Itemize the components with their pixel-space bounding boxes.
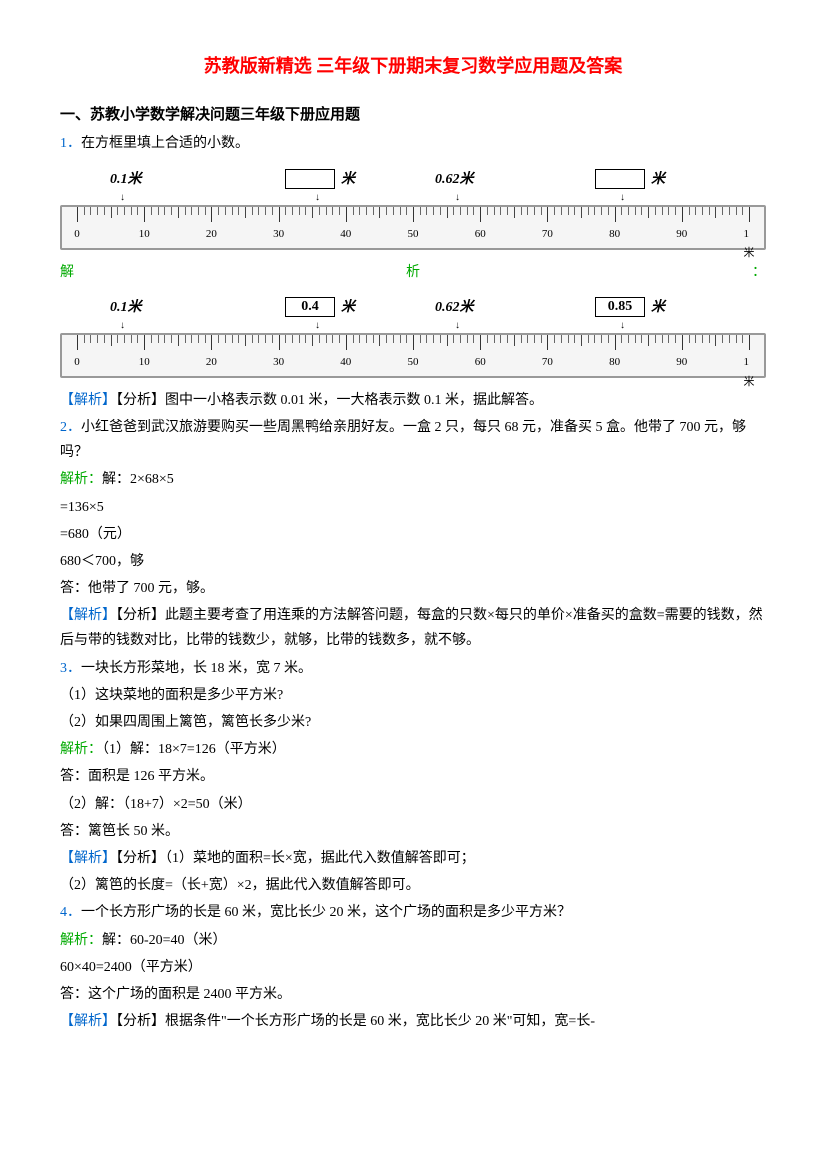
ruler-ans-label-1: 0.1米 [110, 295, 142, 320]
q3-analysis-label: 【解析】 [60, 851, 116, 866]
ruler-label-1: 0.1米 [110, 167, 142, 192]
q4-analysis-label: 【解析】 [60, 1014, 116, 1029]
q2-calc2: =680（元） [60, 522, 766, 547]
ruler-unit-2: 米 [341, 167, 355, 192]
q3-jiexi-label: 解析： [60, 742, 102, 757]
question-3: 3．一块长方形菜地，长 18 米，宽 7 米。 [60, 656, 766, 681]
analysis-label: 【解析】 [60, 393, 116, 408]
q3-sub1: （1）这块菜地的面积是多少平方米? [60, 683, 766, 708]
question-1: 1．在方框里填上合适的小数。 [60, 131, 766, 156]
q2-jiexi: 解析：解：2×68×5 [60, 467, 766, 492]
q2-jiexi-label: 解析： [60, 472, 102, 487]
q2-calc1: =136×5 [60, 495, 766, 520]
ruler-ans-unit-4: 米 [651, 295, 665, 320]
answer-box-1[interactable] [285, 169, 335, 189]
q4-answer: 答：这个广场的面积是 2400 平方米。 [60, 982, 766, 1007]
ruler-1: 01020304050607080901米 [60, 205, 766, 250]
ruler-2: 01020304050607080901米 [60, 333, 766, 378]
q4-jiexi-text: 解：60-20=40（米） [102, 933, 227, 948]
q1-number: 1． [60, 136, 81, 151]
q3-number: 3． [60, 661, 81, 676]
q3-jiexi: 解析：（1）解：18×7=126（平方米） [60, 737, 766, 762]
q2-analysis-text: 【分析】此题主要考查了用连乘的方法解答问题，每盒的只数×每只的单价×准备买的盒数… [60, 608, 763, 648]
q1-analysis-text: 【分析】图中一小格表示数 0.01 米，一大格表示数 0.1 米，据此解答。 [116, 393, 543, 408]
q3-sub2: （2）如果四周围上篱笆，篱笆长多少米? [60, 710, 766, 735]
document-title: 苏教版新精选 三年级下册期末复习数学应用题及答案 [60, 50, 766, 82]
q4-text: 一个长方形广场的长是 60 米，宽比长少 20 米，这个广场的面积是多少平方米？ [81, 905, 571, 920]
q2-answer: 答：他带了 700 元，够。 [60, 576, 766, 601]
q4-analysis: 【解析】【分析】根据条件"一个长方形广场的长是 60 米，宽比长少 20 米"可… [60, 1009, 766, 1034]
q4-jiexi-label: 解析： [60, 933, 102, 948]
jiexi-spread: 解 析 ： [60, 260, 766, 285]
q3-jiexi-text: （1）解：18×7=126（平方米） [102, 742, 286, 757]
q3-answer2: 答：篱笆长 50 米。 [60, 819, 766, 844]
q4-number: 4． [60, 905, 81, 920]
q4-calc: 60×40=2400（平方米） [60, 955, 766, 980]
q2-analysis-label: 【解析】 [60, 608, 116, 623]
q3-analysis1-text: 【分析】（1）菜地的面积=长×宽，据此代入数值解答即可； [116, 851, 475, 866]
ruler-ans-unit-2: 米 [341, 295, 355, 320]
q3-analysis2: （2）篱笆的长度=（长+宽）×2，据此代入数值解答即可。 [60, 873, 766, 898]
q3-text: 一块长方形菜地，长 18 米，宽 7 米。 [81, 661, 312, 676]
question-4: 4．一个长方形广场的长是 60 米，宽比长少 20 米，这个广场的面积是多少平方… [60, 900, 766, 925]
q1-analysis: 【解析】【分析】图中一小格表示数 0.01 米，一大格表示数 0.1 米，据此解… [60, 388, 766, 413]
q3-analysis1: 【解析】【分析】（1）菜地的面积=长×宽，据此代入数值解答即可； [60, 846, 766, 871]
ruler-answer: 0.1米 ↓ 0.4 米 ↓ 0.62米 ↓ 0.85 米 ↓ 01020304… [60, 295, 766, 378]
q1-text: 在方框里填上合适的小数。 [81, 136, 249, 151]
section-header: 一、苏教小学数学解决问题三年级下册应用题 [60, 102, 766, 129]
ruler-unit-4: 米 [651, 167, 665, 192]
q2-text: 小红爸爸到武汉旅游要购买一些周黑鸭给亲朋好友。一盒 2 只，每只 68 元，准备… [60, 420, 746, 460]
q4-jiexi: 解析：解：60-20=40（米） [60, 928, 766, 953]
answer-box-2[interactable] [595, 169, 645, 189]
jiexi-char-2: 析 [406, 260, 420, 285]
q2-jiexi-text: 解：2×68×5 [102, 472, 174, 487]
q3-answer1: 答：面积是 126 平方米。 [60, 764, 766, 789]
q4-analysis-text: 【分析】根据条件"一个长方形广场的长是 60 米，宽比长少 20 米"可知，宽=… [116, 1014, 595, 1029]
q2-number: 2． [60, 420, 81, 435]
q3-calc2: （2）解：（18+7）×2=50（米） [60, 792, 766, 817]
answer-value-2: 0.85 [595, 297, 645, 317]
question-2: 2．小红爸爸到武汉旅游要购买一些周黑鸭给亲朋好友。一盒 2 只，每只 68 元，… [60, 415, 766, 465]
jiexi-char-1: 解 [60, 260, 74, 285]
ruler-question: 0.1米 ↓ 米 ↓ 0.62米 ↓ 米 ↓ 01020304050607080… [60, 167, 766, 250]
answer-value-1: 0.4 [285, 297, 335, 317]
q2-analysis: 【解析】【分析】此题主要考查了用连乘的方法解答问题，每盒的只数×每只的单价×准备… [60, 603, 766, 653]
q2-compare: 680＜700，够 [60, 549, 766, 574]
